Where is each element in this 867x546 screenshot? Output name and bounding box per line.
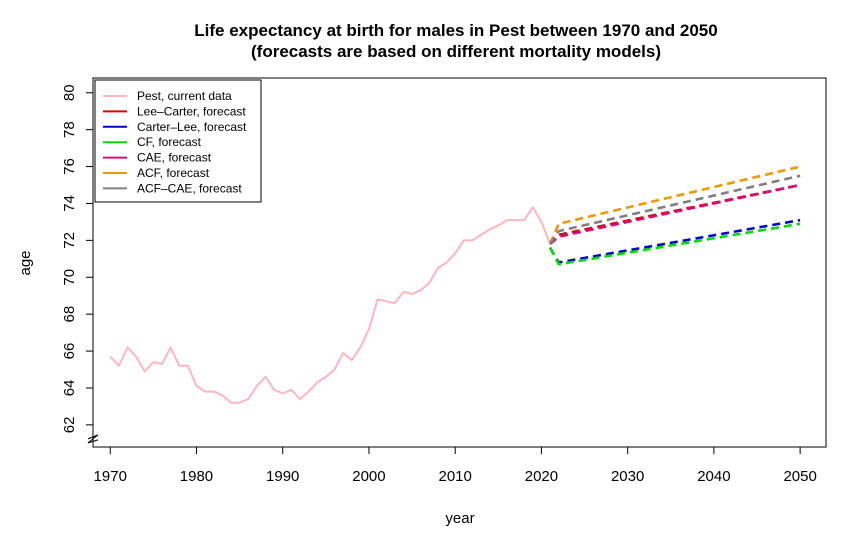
y-tick-label: 70: [61, 269, 78, 286]
y-axis-title: age: [17, 250, 34, 275]
x-tick-label: 1990: [266, 468, 299, 485]
legend-label: CAE, forecast: [137, 151, 212, 165]
y-tick-label: 76: [61, 158, 78, 175]
break-zigzag: [87, 434, 99, 444]
y-tick-label: 78: [61, 121, 78, 138]
x-tick-label: 1980: [180, 468, 213, 485]
series-layer: [109, 165, 801, 404]
legend-label: Lee–Carter, forecast: [137, 104, 246, 118]
x-tick-label: 2030: [611, 468, 644, 485]
y-tick-label: 64: [61, 380, 78, 397]
y-tick-label: 66: [61, 343, 78, 360]
series-line-0: [109, 206, 551, 404]
legend-label: Pest, current data: [137, 89, 232, 103]
y-axis-break-mark: [87, 424, 99, 444]
series-line-1: [549, 183, 801, 245]
y-tick-label: 68: [61, 306, 78, 323]
series-line-5: [548, 165, 801, 245]
y-tick-label: 62: [61, 417, 78, 434]
series-line-6: [548, 174, 801, 245]
y-tick-label: 72: [61, 232, 78, 249]
y-tick-label: 74: [61, 195, 78, 212]
legend-label: CF, forecast: [137, 135, 202, 149]
chart-subtitle: (forecasts are based on different mortal…: [251, 42, 661, 61]
legend-label: Carter–Lee, forecast: [137, 120, 247, 134]
x-axis: 1970 1980 1990 2000 2010 2020 2030 2040 2050: [94, 446, 817, 485]
series-line-2: [548, 218, 801, 264]
x-tick-label: 2010: [439, 468, 472, 485]
y-axis: 62 64 66 68 70 72 74 76 78 80: [61, 84, 94, 434]
legend-box: [94, 79, 262, 203]
x-tick-label: 2020: [525, 468, 558, 485]
x-tick-label: 2000: [352, 468, 385, 485]
series-line-3: [548, 222, 801, 266]
y-tick-label: 80: [61, 84, 78, 101]
x-tick-label: 2040: [697, 468, 730, 485]
x-axis-title: year: [445, 510, 474, 527]
x-tick-label: 1970: [94, 468, 127, 485]
series-line-4: [549, 183, 801, 245]
chart-title: Life expectancy at birth for males in Pe…: [194, 21, 717, 40]
legend-label: ACF, forecast: [137, 166, 210, 180]
x-tick-label: 2050: [783, 468, 816, 485]
legend-label: ACF–CAE, forecast: [137, 181, 242, 195]
